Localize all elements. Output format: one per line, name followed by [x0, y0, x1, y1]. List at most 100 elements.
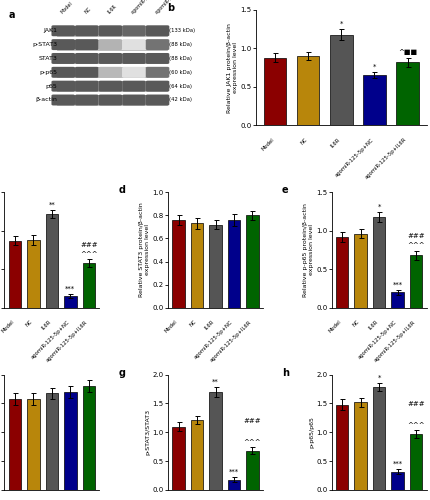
Bar: [227, 220, 240, 308]
Bar: [263, 58, 286, 126]
Bar: [335, 237, 347, 308]
FancyBboxPatch shape: [122, 94, 145, 106]
Text: (133 kDa): (133 kDa): [169, 28, 195, 34]
Bar: [46, 214, 58, 308]
FancyBboxPatch shape: [122, 39, 145, 50]
FancyBboxPatch shape: [51, 94, 75, 106]
Text: NC: NC: [351, 319, 360, 328]
FancyBboxPatch shape: [122, 53, 145, 64]
FancyBboxPatch shape: [98, 26, 122, 36]
Text: agomiR-125-5p+IL6R: agomiR-125-5p+IL6R: [372, 319, 415, 362]
Bar: [296, 56, 319, 126]
FancyBboxPatch shape: [98, 80, 122, 92]
FancyBboxPatch shape: [51, 26, 75, 36]
Text: ###: ###: [80, 242, 98, 248]
FancyBboxPatch shape: [75, 53, 98, 64]
Text: IL6R: IL6R: [203, 319, 215, 331]
Bar: [27, 399, 40, 490]
Text: *: *: [377, 375, 380, 381]
Bar: [57, 26, 167, 36]
Bar: [409, 434, 421, 490]
Bar: [27, 240, 40, 308]
Bar: [9, 241, 21, 308]
Bar: [64, 296, 77, 308]
FancyBboxPatch shape: [122, 80, 145, 92]
Bar: [227, 480, 240, 490]
Text: NC: NC: [298, 137, 307, 146]
Bar: [390, 292, 403, 308]
FancyBboxPatch shape: [75, 80, 98, 92]
Text: Model: Model: [163, 319, 178, 334]
Bar: [172, 426, 184, 490]
Bar: [353, 234, 366, 308]
Text: agomiR-125-5p+IL6R: agomiR-125-5p+IL6R: [363, 137, 407, 180]
FancyBboxPatch shape: [122, 26, 145, 36]
Text: d: d: [118, 186, 125, 196]
FancyBboxPatch shape: [75, 94, 98, 106]
Text: ***: ***: [65, 286, 75, 292]
Bar: [396, 62, 418, 126]
Text: ^^^: ^^^: [406, 242, 424, 248]
Text: g: g: [118, 368, 125, 378]
Bar: [57, 95, 167, 105]
Bar: [57, 68, 167, 77]
Text: *: *: [377, 204, 380, 210]
Text: (64 kDa): (64 kDa): [169, 84, 192, 88]
Text: **: **: [212, 379, 218, 385]
FancyBboxPatch shape: [51, 53, 75, 64]
Text: ^^^: ^^^: [406, 422, 424, 428]
Text: b: b: [167, 3, 174, 13]
Text: NC: NC: [188, 319, 197, 328]
Y-axis label: Relative JAK1 protein/β-actin
expression level: Relative JAK1 protein/β-actin expression…: [227, 23, 238, 112]
Bar: [209, 392, 221, 490]
FancyBboxPatch shape: [98, 39, 122, 50]
Text: a: a: [8, 10, 15, 20]
Bar: [335, 404, 347, 490]
Bar: [372, 217, 384, 308]
Text: **: **: [49, 202, 55, 207]
Text: IL6R: IL6R: [329, 137, 341, 148]
Text: NC: NC: [83, 6, 92, 14]
FancyBboxPatch shape: [145, 67, 169, 78]
Bar: [190, 420, 203, 490]
Text: β-actin: β-actin: [35, 98, 57, 102]
Text: ^^^: ^^^: [243, 439, 261, 445]
Text: STAT3: STAT3: [38, 56, 57, 61]
Bar: [172, 220, 184, 308]
Text: NC: NC: [25, 319, 33, 328]
Text: ^^^: ^^^: [80, 251, 98, 257]
FancyBboxPatch shape: [75, 67, 98, 78]
Bar: [353, 402, 366, 490]
Text: agomiR-125-5p+NC: agomiR-125-5p+NC: [356, 319, 397, 360]
Text: Model: Model: [60, 0, 74, 14]
FancyBboxPatch shape: [75, 39, 98, 50]
Text: ***: ***: [228, 469, 239, 475]
Bar: [83, 263, 95, 308]
Text: Model: Model: [0, 319, 15, 334]
Text: ***: ***: [392, 282, 402, 288]
Bar: [57, 40, 167, 50]
Text: ###: ###: [406, 401, 424, 407]
Bar: [409, 256, 421, 308]
FancyBboxPatch shape: [145, 26, 169, 36]
Bar: [246, 216, 258, 308]
FancyBboxPatch shape: [98, 53, 122, 64]
Text: (42 kDa): (42 kDa): [169, 98, 192, 102]
Text: agomiR-125-5p+NC: agomiR-125-5p+NC: [193, 319, 233, 360]
Text: (88 kDa): (88 kDa): [169, 42, 192, 47]
Bar: [372, 388, 384, 490]
Text: p-p65: p-p65: [39, 70, 57, 75]
Bar: [57, 54, 167, 64]
Y-axis label: Relative p-p65 protein/β-actin
expression level: Relative p-p65 protein/β-actin expressio…: [302, 203, 313, 297]
Bar: [9, 399, 21, 490]
Text: agomiR-125-5p+NC: agomiR-125-5p+NC: [333, 137, 374, 177]
Bar: [362, 76, 385, 126]
Text: e: e: [282, 186, 288, 196]
Text: agomiR-125-5p+IL6R: agomiR-125-5p+IL6R: [45, 319, 89, 362]
FancyBboxPatch shape: [145, 53, 169, 64]
Y-axis label: Relative STAT3 protein/β-actin
expression level: Relative STAT3 protein/β-actin expressio…: [139, 202, 150, 298]
FancyBboxPatch shape: [122, 67, 145, 78]
Bar: [46, 394, 58, 490]
Text: agomiR-125-5p+IL6R: agomiR-125-5p+IL6R: [209, 319, 252, 362]
Bar: [83, 386, 95, 490]
